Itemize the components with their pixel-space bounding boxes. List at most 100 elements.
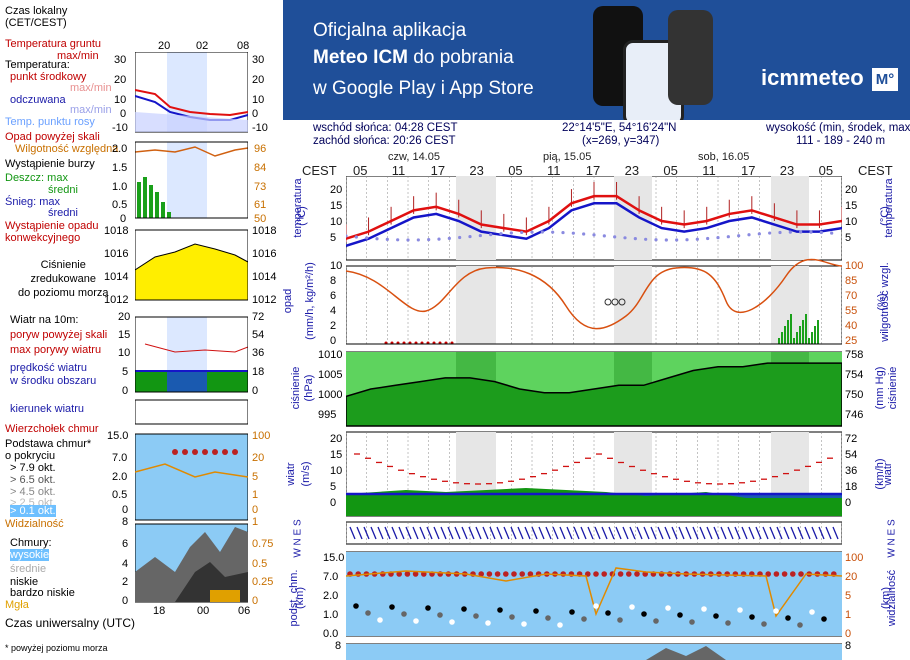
cloud-base-dot xyxy=(641,611,647,617)
mini-tick: 1018 xyxy=(252,225,277,237)
mini-tick: 0 xyxy=(252,504,259,516)
mini-tick: -10 xyxy=(112,122,128,134)
legend-wind-mean: prędkość wiatru w środku obszaru xyxy=(10,362,97,387)
mini-tick: 2 xyxy=(122,576,129,588)
rain-bar xyxy=(793,338,795,344)
mini-tick: 1018 xyxy=(104,225,129,237)
mini-tick: 20 xyxy=(118,311,131,323)
wind-dir-arrow xyxy=(664,526,671,540)
app-promo-banner[interactable]: Oficjalna aplikacja Meteo ICM do pobrani… xyxy=(283,0,910,120)
wind-dir-arrow xyxy=(790,526,797,540)
rain-bar xyxy=(781,332,783,344)
cloud-top-dot xyxy=(355,571,361,577)
wind-dir-arrow xyxy=(720,526,727,540)
wind-dir-arrow xyxy=(461,526,468,540)
axis-tick: 100 xyxy=(845,260,864,272)
mini-tick: 5 xyxy=(122,366,129,378)
cloud-base-dot xyxy=(605,610,611,616)
mini-tick: 2.0 xyxy=(112,471,128,483)
banner-line2: Meteo ICM do pobrania xyxy=(313,47,514,68)
legend-max-min2: max/min xyxy=(70,104,112,116)
mini-tick: 61 xyxy=(254,199,267,211)
mini-tick: 72 xyxy=(252,311,265,323)
hour-label: 23 xyxy=(624,163,640,178)
legend-gust-above: poryw powyżej skali xyxy=(10,329,108,341)
wind-dir-arrow xyxy=(608,526,615,540)
cloud-base-dot xyxy=(389,604,395,610)
axis-unit-wind: (m/s) xyxy=(300,461,312,487)
tz-label: CEST xyxy=(858,163,893,178)
axis-tick: 70 xyxy=(845,290,858,302)
top-hour: 20 xyxy=(158,40,171,52)
mini-tick: 15.0 xyxy=(107,430,129,442)
axis-tick: 100 xyxy=(845,552,864,564)
mini-tick: 10 xyxy=(114,94,127,106)
axis-tick: 5 xyxy=(845,232,852,244)
wind-dir-arrow xyxy=(692,526,699,540)
rain-bar xyxy=(805,314,807,344)
dew-point xyxy=(830,231,834,235)
mini-tick: 1 xyxy=(252,516,259,528)
cloud-base-dot xyxy=(569,609,575,615)
day-label: czw, 14.05 xyxy=(388,151,440,163)
wind-dir-arrow xyxy=(622,526,629,540)
mini-tick: 0.5 xyxy=(112,199,128,211)
cloud-base-dot xyxy=(365,610,371,616)
axis-tick: 72 xyxy=(845,433,858,445)
legend-precip-above: Opad powyżej skali xyxy=(5,131,100,143)
mini-tick: 73 xyxy=(254,181,267,193)
wind-dir-arrow xyxy=(706,526,713,540)
height-label: wysokość (min, środek, max) xyxy=(766,122,910,134)
mini-tick: 0.75 xyxy=(252,538,274,550)
mini-tick: 4 xyxy=(122,558,129,570)
axis-tick: 4 xyxy=(330,305,337,317)
wind-dir-arrow xyxy=(559,526,566,540)
dew-point xyxy=(747,233,751,237)
mini-tick: 7.0 xyxy=(112,452,128,464)
cloud-preview xyxy=(346,644,842,660)
night-band xyxy=(614,266,652,344)
wind-dir-arrow xyxy=(384,526,391,540)
wind-dir-arrow xyxy=(545,526,552,540)
wind-dir-arrow xyxy=(636,526,643,540)
dew-point xyxy=(695,237,699,241)
cloud-top-dot xyxy=(478,571,484,577)
hour-label: 17 xyxy=(430,163,446,178)
dew-point xyxy=(551,230,555,234)
legend-clouds: Chmury: xyxy=(10,537,52,549)
legend-visibility: Widzialność xyxy=(5,518,64,530)
wind-dir-arrow xyxy=(587,526,594,540)
dew-point xyxy=(685,238,689,242)
mini-tick: 36 xyxy=(252,347,265,359)
legend-pressure: Ciśnienie zredukowane do poziomu morza xyxy=(18,259,109,299)
cloud-top-dot xyxy=(773,571,780,577)
hour-label: 23 xyxy=(469,163,484,178)
cloud-base-dot xyxy=(653,618,659,624)
axis-tick: 8 xyxy=(335,640,342,652)
cloud-base-dot xyxy=(485,620,491,626)
wind-dir-arrow xyxy=(566,526,573,540)
rain-bar xyxy=(790,314,792,344)
axis-tick: 10 xyxy=(330,465,343,477)
axis-label-dir: W N E S xyxy=(292,519,304,558)
mini-tick: 30 xyxy=(252,54,265,66)
cloud-base-dot xyxy=(401,611,407,617)
wind-dir-arrow xyxy=(776,526,783,540)
sunrise: wschód słońca: 04:28 CEST xyxy=(313,122,458,134)
axis-tick: 15.0 xyxy=(323,552,345,564)
axis-tick: 8 xyxy=(330,275,337,287)
wind-dir-arrow xyxy=(832,526,839,540)
wind-dir-arrow xyxy=(370,526,377,540)
mini-tick: 0.25 xyxy=(252,576,274,588)
rain-bar xyxy=(784,326,786,344)
dew-point xyxy=(406,238,410,242)
wind-dir-arrow xyxy=(580,526,587,540)
mini-tick: 84 xyxy=(254,162,267,174)
wind-dir-arrow xyxy=(475,526,482,540)
dew-point xyxy=(561,230,565,235)
wind-dir-arrow xyxy=(783,526,790,540)
storm-mark xyxy=(618,298,626,306)
cloud-base-dot xyxy=(797,622,803,628)
mini-tick: 1016 xyxy=(104,248,129,260)
cloud-top-dot xyxy=(503,571,509,577)
